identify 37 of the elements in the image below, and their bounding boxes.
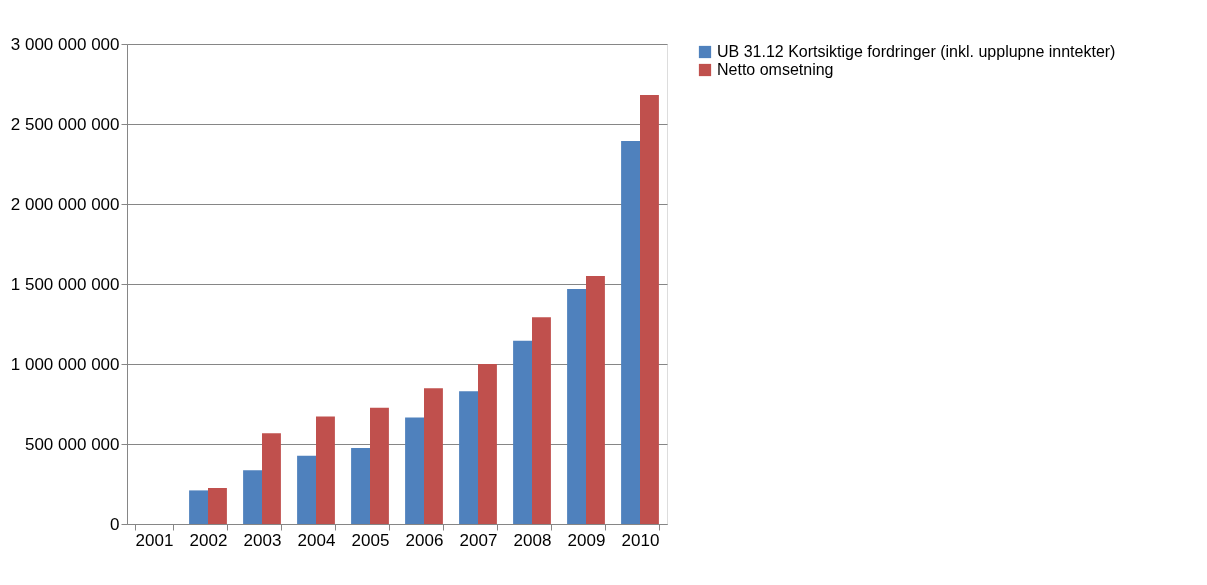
bar — [532, 317, 551, 524]
bar — [262, 433, 281, 524]
legend-label: UB 31.12 Kortsiktige fordringer (inkl. upplupne inntekter) — [717, 43, 1116, 60]
x-tick-label: 2008 — [513, 530, 552, 550]
x-tick-label: 2004 — [297, 530, 336, 550]
x-tick-label: 2002 — [189, 530, 228, 550]
bar — [478, 364, 497, 524]
bar — [316, 416, 335, 524]
legend-label: Netto omsetning — [717, 61, 834, 78]
x-tick-label: 2006 — [405, 530, 444, 550]
y-tick-label: 1 000 000 000 — [10, 354, 120, 374]
y-tick-label: 500 000 000 — [24, 434, 120, 454]
bar — [621, 140, 640, 524]
y-tick-label: 1 500 000 000 — [10, 274, 120, 294]
x-tick-label: 2003 — [243, 530, 282, 550]
y-tick-label: 2 500 000 000 — [10, 114, 120, 134]
x-tick-label: 2005 — [351, 530, 390, 550]
y-tick-label: 0 — [110, 514, 120, 534]
bar — [405, 417, 424, 524]
bar — [459, 391, 478, 524]
x-tick-label: 2007 — [459, 530, 498, 550]
bar — [370, 407, 389, 524]
bar — [297, 455, 316, 524]
x-tick-label: 2009 — [567, 530, 606, 550]
y-tick-label: 2 000 000 000 — [10, 194, 120, 214]
bar — [243, 470, 262, 524]
bar — [567, 289, 586, 524]
bar — [424, 388, 443, 524]
bar — [513, 340, 532, 524]
x-tick-label: 2010 — [621, 530, 660, 550]
bar — [189, 490, 208, 524]
x-tick-label: 2001 — [135, 530, 174, 550]
y-tick-label: 3 000 000 000 — [10, 34, 120, 54]
bar — [640, 95, 659, 524]
bar — [586, 276, 605, 524]
bar — [351, 448, 370, 524]
bar — [208, 488, 227, 524]
